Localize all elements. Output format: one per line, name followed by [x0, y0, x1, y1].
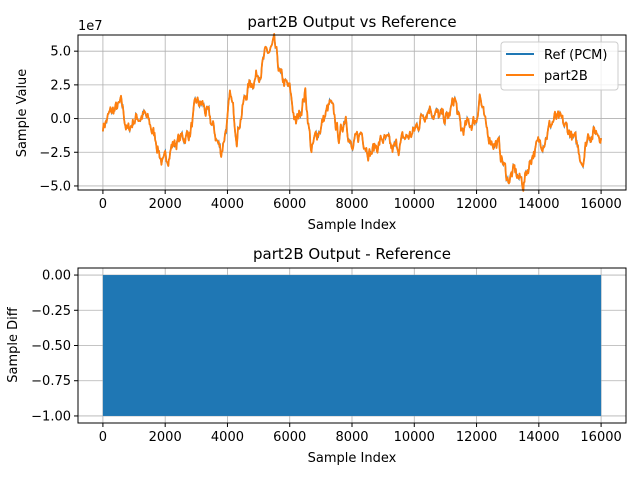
y-tick-label: −5.0: [39, 179, 71, 194]
y-tick-label: 2.5: [50, 78, 71, 93]
y-tick-label: −0.50: [31, 339, 71, 354]
x-tick-label: 16000: [580, 197, 621, 212]
bottom-title: part2B Output - Reference: [253, 245, 451, 263]
x-tick-label: 2000: [149, 430, 182, 445]
top-xlabel: Sample Index: [308, 218, 397, 233]
top-axes: 0 2000 4000 6000 8000 10000 12000 14000 16000 −5.…: [15, 13, 627, 233]
x-tick-label: 8000: [335, 197, 368, 212]
x-tick-label: 10000: [394, 430, 435, 445]
legend: Ref (PCM) part2B: [500, 41, 619, 91]
x-tick-label: 8000: [335, 430, 368, 445]
bottom-axes: 0 2000 4000 6000 8000 10000 12000 14000 16000 0.0…: [6, 245, 627, 466]
y-tick-label: −1.00: [31, 409, 71, 424]
y-tick-label: −2.5: [39, 146, 71, 161]
y-tick-label: −0.75: [31, 374, 71, 389]
x-tick-label: 0: [99, 197, 107, 212]
top-title: part2B Output vs Reference: [247, 13, 456, 31]
x-tick-label: 4000: [211, 197, 244, 212]
bottom-ylabel: Sample Diff: [6, 306, 21, 382]
series-diff-band: [102, 275, 602, 416]
x-tick-label: 2000: [149, 197, 182, 212]
x-tick-label: 12000: [456, 197, 497, 212]
legend-label-ref: Ref (PCM): [544, 48, 607, 63]
x-tick-label: 0: [99, 430, 107, 445]
x-tick-label: 6000: [273, 197, 306, 212]
x-tick-label: 16000: [580, 430, 621, 445]
x-tick-label: 10000: [394, 197, 435, 212]
y-tick-label: 0.00: [42, 269, 71, 284]
bottom-xlabel: Sample Index: [308, 451, 397, 466]
y-tick-label: −0.25: [31, 304, 71, 319]
y-tick-label: 5.0: [50, 45, 71, 60]
x-tick-label: 6000: [273, 430, 306, 445]
top-ylabel: Sample Value: [15, 69, 30, 158]
x-tick-label: 14000: [518, 197, 559, 212]
x-tick-label: 14000: [518, 430, 559, 445]
legend-label-part2b: part2B: [544, 69, 588, 84]
x-tick-label: 12000: [456, 430, 497, 445]
series-part2b-line: [102, 33, 602, 192]
x-tick-label: 4000: [211, 430, 244, 445]
y-tick-label: 0.0: [50, 112, 71, 127]
y-offset-label: 1e7: [78, 19, 103, 34]
